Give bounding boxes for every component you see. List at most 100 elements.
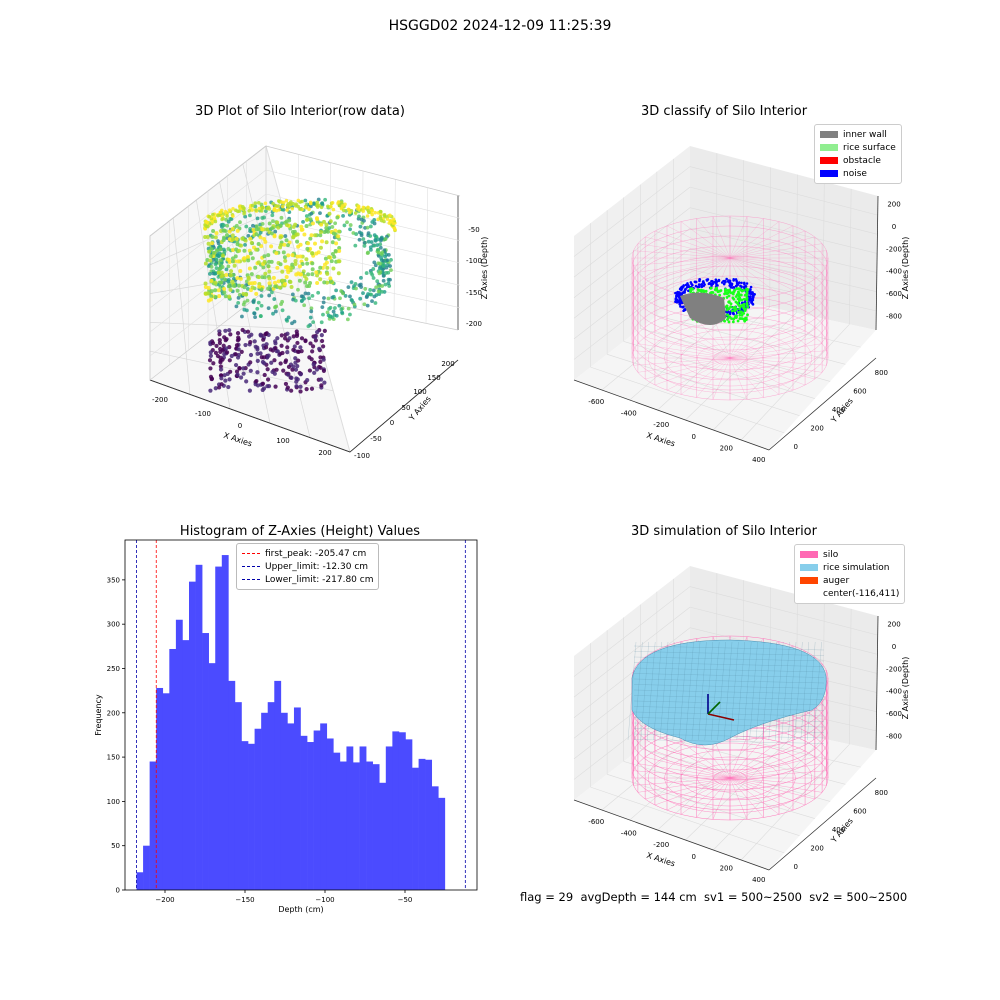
p1-point: [231, 206, 235, 211]
histogram-bar: [379, 782, 387, 890]
p1-point: [386, 281, 391, 286]
p2-grid: [590, 366, 785, 434]
p1-x-tick: 0: [238, 422, 242, 430]
p1-point: [225, 214, 229, 218]
p1-point: [370, 220, 375, 224]
p1-point: [275, 220, 280, 225]
p1-point: [310, 293, 315, 298]
p1-point: [286, 268, 291, 273]
histogram-bar: [189, 581, 196, 890]
p1-point: [226, 257, 231, 262]
legend-classify-entry: inner wall: [820, 128, 896, 141]
p4-mesh-line: [755, 641, 765, 741]
p1-point: [329, 204, 333, 209]
p1-point: [380, 284, 385, 288]
p2-spoke: [712, 257, 731, 300]
p1-point: [308, 236, 313, 241]
p1-point: [261, 265, 266, 270]
p2-point-rice: [746, 305, 750, 309]
p1-point: [353, 243, 358, 248]
histogram-xlabel: Depth (cm): [278, 905, 323, 914]
p2-point-noise: [734, 278, 738, 281]
p2-point-noise: [732, 278, 735, 281]
p1-point: [213, 350, 219, 355]
p1-point: [263, 332, 268, 337]
p1-point: [241, 205, 245, 209]
p2-y-tick: 800: [875, 369, 888, 377]
p1-point: [265, 227, 270, 232]
p1-point: [279, 343, 284, 348]
p1-point: [374, 293, 379, 297]
p1-point: [209, 278, 214, 283]
p1-point: [221, 253, 226, 258]
p1-point: [286, 372, 291, 377]
p1-point: [298, 384, 303, 389]
p1-point: [213, 262, 218, 267]
p2-spoke: [645, 257, 731, 280]
p2-z-tick: -800: [886, 312, 902, 320]
p2-point-noise: [722, 279, 725, 283]
p4-x-tick: -200: [653, 841, 669, 849]
p1-point: [377, 261, 382, 266]
p1-point: [230, 237, 235, 242]
p1-point: [241, 366, 246, 371]
histogram-y-tick: 300: [107, 621, 120, 629]
histogram-bar: [241, 741, 249, 890]
p1-point: [322, 296, 326, 300]
p1-point: [300, 227, 305, 232]
p1-point: [366, 205, 370, 210]
p2-point-noise: [701, 280, 705, 284]
p1-point: [310, 267, 315, 272]
p2-spoke: [666, 225, 731, 259]
p1-point: [262, 259, 267, 264]
p1-point: [289, 375, 294, 380]
legend-simulation-label: auger: [823, 575, 850, 586]
p1-point: [221, 216, 225, 221]
p1-point: [225, 223, 230, 228]
p2-point-rice: [731, 296, 735, 300]
p2-point-rice: [738, 317, 742, 320]
p2-point-noise: [740, 281, 743, 285]
p1-point: [233, 352, 238, 357]
p1-point: [378, 266, 382, 271]
p1-point: [381, 273, 386, 278]
p1-point: [348, 223, 353, 227]
p1-point: [262, 275, 267, 280]
p2-spoke: [729, 225, 794, 259]
p4-xlabel: X Axies: [645, 851, 676, 869]
p1-point: [352, 302, 357, 307]
legend-histogram-swatch: [242, 579, 260, 580]
p4-floor-ring: [713, 770, 747, 786]
p1-point: [319, 222, 324, 227]
p1-point: [319, 338, 325, 344]
p1-point: [210, 241, 215, 246]
p1-point: [273, 284, 278, 289]
p1-y-tick: 50: [402, 404, 411, 412]
p1-point: [211, 250, 216, 255]
histogram-y-tick: 50: [111, 842, 120, 850]
p1-point: [308, 341, 313, 346]
p1-point: [212, 271, 217, 276]
p1-point: [334, 313, 339, 318]
legend-simulation-swatch: [800, 577, 818, 584]
p1-point: [237, 283, 242, 288]
p1-point: [248, 340, 253, 345]
p1-point: [369, 271, 374, 275]
p1-point: [274, 251, 279, 256]
p4-grid: [713, 738, 824, 851]
p1-point: [293, 298, 298, 303]
p1-point: [307, 207, 311, 212]
p1-point: [305, 378, 310, 383]
p2-grid: [713, 318, 824, 431]
p4-mesh-line: [787, 641, 797, 741]
p2-point-noise: [691, 283, 694, 287]
p1-point: [295, 254, 300, 259]
p1-grid: [149, 350, 334, 392]
p1-point: [298, 372, 303, 377]
p1-grid: [172, 217, 191, 395]
p1-point: [216, 288, 221, 293]
p1-point: [250, 203, 255, 208]
p1-point: [253, 265, 258, 270]
p1-point: [208, 353, 213, 358]
histogram-bar: [208, 663, 216, 890]
